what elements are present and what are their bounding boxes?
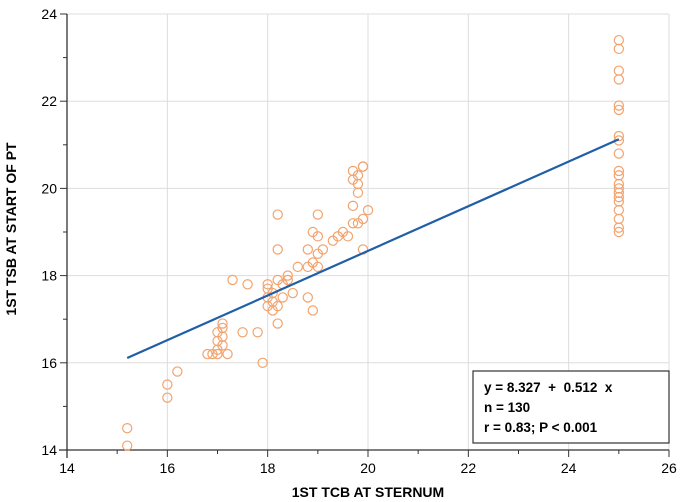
axes <box>59 13 670 458</box>
data-point <box>312 231 324 242</box>
data-point <box>613 100 625 111</box>
data-point <box>613 222 625 233</box>
data-point <box>257 357 268 368</box>
x-tick-label: 22 <box>461 460 477 476</box>
stats-r: r = 0.83; P < 0.001 <box>484 420 598 435</box>
data-point <box>347 200 359 212</box>
stats-n: n = 130 <box>484 400 530 415</box>
data-point <box>282 274 293 286</box>
data-point <box>613 74 625 85</box>
y-tick-label: 24 <box>41 6 57 22</box>
data-point <box>272 244 283 255</box>
data-point <box>202 348 213 360</box>
y-tick-label: 22 <box>41 93 57 109</box>
x-tick-label: 24 <box>561 460 577 476</box>
data-point <box>227 274 238 286</box>
data-point <box>272 318 283 329</box>
x-tick-label: 14 <box>59 460 75 476</box>
x-tick-label: 16 <box>160 460 176 476</box>
data-point <box>342 231 354 242</box>
data-point <box>292 261 303 273</box>
data-point <box>362 204 374 216</box>
stats-equation: y = 8.327 + 0.512 x <box>484 380 613 395</box>
regression-line-group <box>126 138 620 360</box>
regression-line <box>126 138 620 360</box>
data-point <box>613 130 625 142</box>
data-point <box>317 244 329 255</box>
stats-box: y = 8.327 + 0.512 x n = 130 r = 0.83; P … <box>472 370 670 444</box>
data-point <box>162 392 173 403</box>
data-point <box>267 287 278 299</box>
data-point <box>212 348 223 360</box>
data-point <box>121 423 133 434</box>
y-tick-label: 14 <box>41 442 57 458</box>
y-axis-title: 1ST TSB AT START OF PT <box>3 142 19 316</box>
data-point <box>217 322 228 334</box>
data-point <box>222 348 233 360</box>
y-tick-label: 20 <box>41 180 57 196</box>
data-point <box>613 191 625 203</box>
data-point <box>252 327 263 338</box>
data-point <box>302 244 313 255</box>
tick-labels: 14 16 18 20 22 24 26 14 16 18 20 22 24 <box>41 6 677 476</box>
data-point <box>237 327 248 338</box>
data-point <box>282 270 293 281</box>
data-point <box>613 148 625 159</box>
data-point <box>242 279 253 290</box>
data-point <box>262 279 273 290</box>
data-point <box>217 318 228 329</box>
stats-box-frame <box>472 370 670 444</box>
x-tick-label: 20 <box>360 460 376 476</box>
x-tick-label: 18 <box>260 460 276 476</box>
data-point <box>613 104 625 116</box>
data-point <box>357 213 369 225</box>
data-point <box>357 161 369 172</box>
data-point <box>277 292 288 303</box>
data-points <box>121 34 625 451</box>
x-tick-label: 26 <box>661 460 677 476</box>
data-point <box>312 209 324 220</box>
y-tick-label: 18 <box>41 268 57 284</box>
data-point <box>172 366 183 377</box>
x-axis-title: 1ST TCB AT STERNUM <box>292 484 444 500</box>
data-point <box>347 218 359 229</box>
data-point <box>613 43 625 55</box>
data-point <box>302 292 313 303</box>
data-point <box>613 165 625 177</box>
data-point <box>272 300 283 312</box>
data-point <box>121 440 133 451</box>
data-point <box>287 287 298 299</box>
data-point <box>162 379 173 390</box>
y-tick-label: 16 <box>41 355 57 371</box>
data-point <box>307 305 319 316</box>
data-point <box>613 226 625 238</box>
data-point <box>352 170 364 181</box>
data-point <box>312 261 324 273</box>
data-point <box>272 209 283 220</box>
